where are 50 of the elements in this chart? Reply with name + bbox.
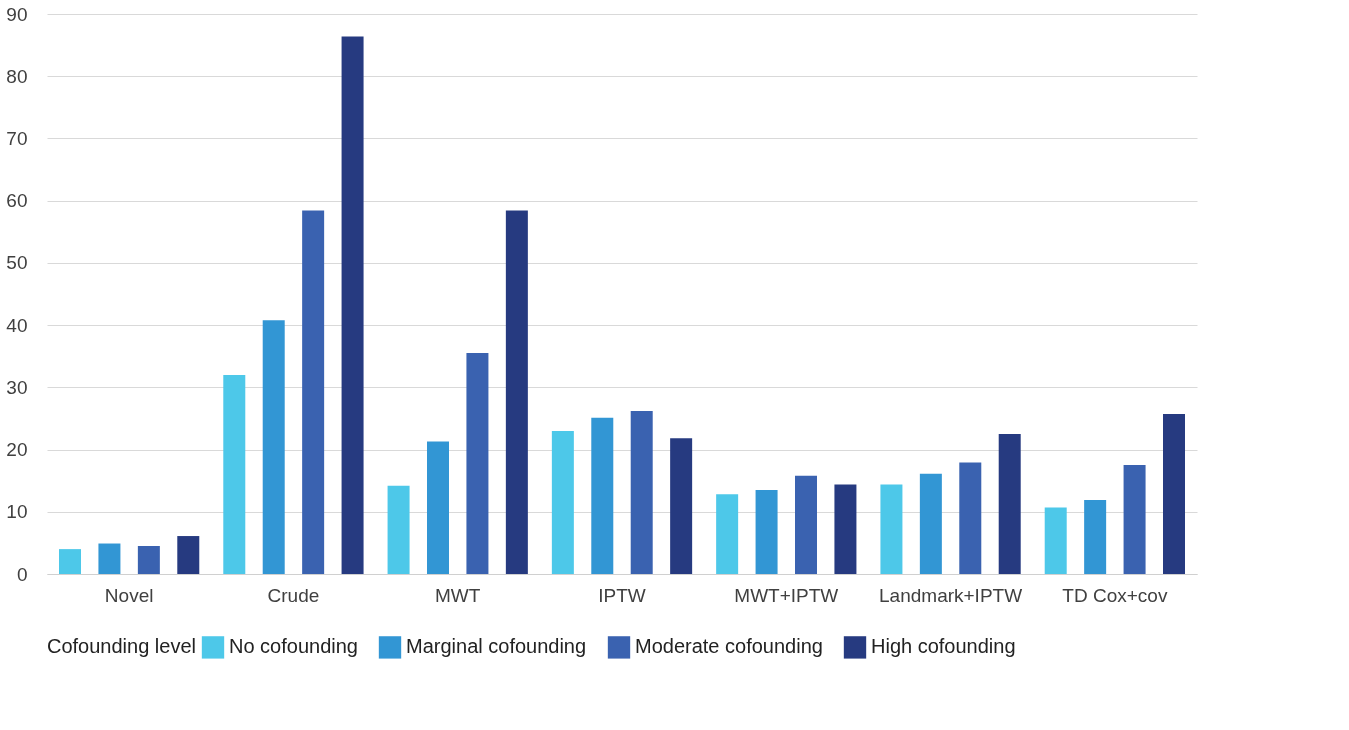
y-tick-label: 10 [6,501,28,523]
bar [387,485,410,574]
x-tick-label: Landmark+IPTW [879,584,1023,606]
bar [1123,465,1146,574]
x-tick-label: MWT+IPTW [734,584,839,606]
y-tick-label: 70 [6,127,28,149]
bar [630,410,653,574]
y-tick-label: 50 [6,252,28,274]
bar [1084,499,1107,574]
y-tick-label: 30 [6,376,28,398]
bar [551,430,574,574]
x-tick-label: IPTW [598,584,646,606]
bar [998,434,1021,574]
bar [1044,507,1067,574]
bar [505,210,528,574]
y-tick-label: 60 [6,190,28,212]
bar [223,374,246,574]
bar [834,484,857,574]
x-tick-label: Novel [104,584,154,606]
bar [919,473,942,574]
bar [716,494,739,574]
legend-label: High cofounding [871,635,1016,658]
bar [98,543,121,574]
bar [177,536,200,574]
x-tick-label: TD Cox+cov [1062,584,1168,606]
bar [427,441,449,574]
bar [755,490,778,574]
bar [341,36,364,574]
legend-label: Moderate cofounding [635,635,823,658]
bar [59,549,81,574]
bar [670,438,693,574]
bar [959,462,982,574]
x-tick-label: Crude [267,584,320,606]
legend-title: Cofounding level [47,635,196,657]
y-tick-label: 40 [6,314,28,336]
y-tick-label: 20 [6,439,28,461]
bar [262,320,285,574]
bar [466,353,489,574]
bar [1163,414,1185,574]
y-tick-label: 0 [16,563,28,585]
legend-label: No cofounding [229,635,358,658]
bar [302,210,325,574]
legend-label: Marginal cofounding [406,635,587,658]
x-tick-label: MWT [435,584,481,606]
bar [795,475,817,574]
bar [137,546,160,574]
bar [880,484,903,574]
y-tick-label: 90 [6,3,28,25]
bar [591,417,614,574]
y-tick-label: 80 [6,65,28,87]
